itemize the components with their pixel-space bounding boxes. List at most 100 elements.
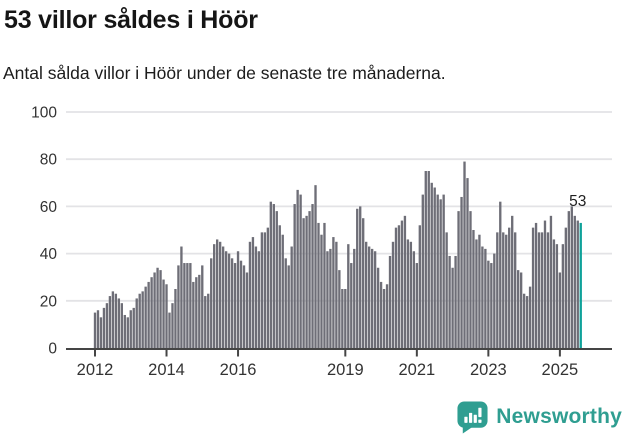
- bar: [528, 286, 532, 348]
- y-tick-label: 0: [48, 341, 57, 358]
- bar: [287, 265, 290, 348]
- bar: [290, 246, 293, 348]
- bar: [397, 225, 401, 348]
- bar: [350, 263, 353, 348]
- bar: [353, 248, 356, 348]
- bar: [201, 265, 204, 348]
- bar: [218, 241, 222, 348]
- bar: [418, 225, 421, 348]
- bar: [552, 239, 556, 348]
- bar: [323, 222, 326, 348]
- bar: [248, 241, 252, 348]
- bar: [293, 204, 296, 348]
- x-tick-label: 2019: [327, 361, 364, 379]
- bar: [93, 312, 97, 348]
- bar: [99, 317, 103, 348]
- bar: [108, 296, 112, 348]
- bar: [147, 281, 150, 348]
- bar: [299, 194, 302, 348]
- bar: [216, 239, 219, 348]
- bar: [332, 237, 335, 348]
- bar: [114, 293, 118, 348]
- bar: [576, 220, 579, 348]
- bar: [305, 215, 308, 348]
- bar: [543, 220, 547, 348]
- y-tick-label: 60: [40, 199, 58, 216]
- bar: [362, 218, 365, 348]
- bar: [129, 310, 132, 348]
- bar: [484, 248, 487, 348]
- bar: [144, 286, 147, 348]
- bar: [502, 232, 505, 348]
- bar: [180, 246, 183, 348]
- sales-bar-chart: 0 20 40 60 80 100 2012 2014 2016 2019 2021 2023 2025…: [31, 105, 612, 379]
- bar: [278, 225, 281, 348]
- bar: [341, 289, 344, 348]
- bar: [522, 293, 526, 348]
- bar: [224, 251, 228, 348]
- bar: [463, 161, 466, 348]
- bar: [183, 263, 186, 348]
- bar: [478, 234, 481, 348]
- bar: [412, 251, 416, 348]
- bar: [427, 171, 430, 348]
- bar: [508, 227, 511, 348]
- bar: [213, 244, 216, 348]
- bar: [254, 246, 258, 348]
- bar: [210, 258, 213, 348]
- bar: [537, 232, 541, 348]
- bar: [496, 232, 499, 348]
- bar: [564, 227, 568, 348]
- bar: [236, 251, 240, 348]
- bar: [102, 307, 106, 348]
- bar: [135, 298, 138, 348]
- bar: [525, 296, 529, 348]
- bar: [376, 267, 380, 348]
- bar: [159, 270, 162, 348]
- bar: [472, 230, 475, 348]
- bar: [186, 263, 189, 348]
- bar: [382, 289, 386, 348]
- bar: [365, 241, 368, 348]
- bar: [490, 263, 493, 348]
- bar: [177, 265, 180, 348]
- x-tick-label: 2014: [148, 361, 185, 379]
- bar: [570, 206, 573, 348]
- bar: [126, 317, 129, 348]
- bar: [555, 244, 559, 348]
- bar: [454, 255, 457, 348]
- bar: [534, 222, 538, 348]
- bar: [460, 196, 463, 348]
- bar: [457, 211, 460, 348]
- bar: [409, 241, 413, 348]
- bar: [275, 211, 278, 348]
- bar: [475, 239, 478, 348]
- newsworthy-logo[interactable]: Newsworthy: [456, 400, 622, 435]
- bar: [567, 211, 570, 348]
- bar: [284, 258, 287, 348]
- bar: [227, 253, 231, 348]
- bar: [239, 260, 243, 348]
- bar: [373, 251, 377, 348]
- bar: [141, 291, 144, 348]
- bar: [519, 272, 523, 348]
- bar: [499, 201, 502, 348]
- newsworthy-logo-icon: [457, 400, 488, 434]
- highlighted-bar: [579, 222, 582, 348]
- bar: [317, 222, 320, 348]
- bar: [451, 267, 454, 348]
- bar: [436, 194, 439, 348]
- y-tick-label: 40: [40, 246, 58, 263]
- bar: [511, 215, 514, 348]
- bar: [442, 194, 445, 348]
- bar: [311, 204, 314, 348]
- bar: [370, 248, 374, 348]
- newsworthy-logo-text: Newsworthy: [496, 405, 622, 428]
- bar: [198, 274, 201, 348]
- bar: [338, 270, 341, 348]
- bar: [400, 220, 404, 348]
- bar: [269, 201, 272, 348]
- bar: [347, 244, 350, 348]
- bar: [230, 258, 234, 348]
